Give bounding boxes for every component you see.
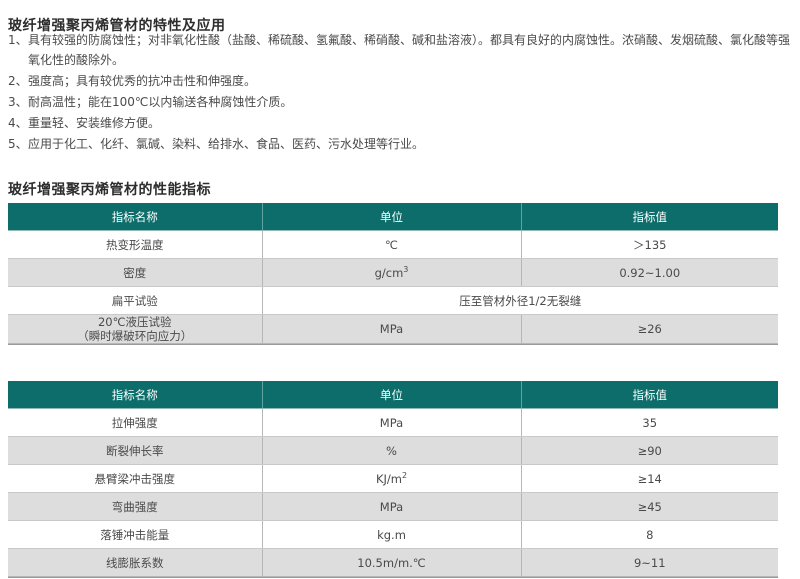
table-row: 扁平试验 压至管材外径1/2无裂缝 — [8, 286, 778, 315]
cell-name: 线膨胀系数 — [8, 548, 263, 577]
spec-table-primary: 指标名称 单位 指标值 热变形温度 ℃ ＞135 密度 g/cm3 0.92~1… — [8, 203, 778, 344]
cell-name: 落锤冲击能量 — [8, 520, 263, 549]
page-title-features: 玻纤增强聚丙烯管材的特性及应用 — [8, 18, 226, 35]
column-header-name: 指标名称 — [8, 381, 263, 409]
table-row: 20℃液压试验 （瞬时爆破环向应力） MPa ≥26 — [8, 314, 778, 344]
cell-merged-value: 压至管材外径1/2无裂缝 — [262, 286, 778, 315]
cell-unit: KJ/m2 — [262, 464, 522, 493]
cell-value: ≥26 — [521, 314, 778, 344]
list-item-index: 4、 — [8, 116, 28, 130]
page-title-specs: 玻纤增强聚丙烯管材的性能指标 — [8, 182, 211, 199]
table-row: 热变形温度 ℃ ＞135 — [8, 230, 778, 259]
cell-value: 0.92~1.00 — [521, 258, 778, 287]
cell-name: 20℃液压试验 （瞬时爆破环向应力） — [8, 314, 263, 344]
list-item-index: 5、 — [8, 137, 28, 151]
cell-unit: kg.m — [262, 520, 522, 549]
cell-value: ＞135 — [521, 230, 778, 259]
list-item-index: 2、 — [8, 74, 28, 88]
column-header-unit: 单位 — [262, 381, 522, 409]
cell-unit: MPa — [262, 314, 522, 344]
list-item-text: 重量轻、安装维修方便。 — [28, 116, 161, 130]
column-header-name: 指标名称 — [8, 203, 263, 231]
cell-unit-base: g/cm — [374, 265, 404, 280]
column-header-value: 指标值 — [521, 203, 778, 231]
table-row: 线膨胀系数 10.5m/m.℃ 9~11 — [8, 548, 778, 577]
list-item-index: 3、 — [8, 95, 28, 109]
cell-name: 热变形温度 — [8, 230, 263, 259]
cell-unit: MPa — [262, 408, 522, 437]
cell-value: ≥14 — [521, 464, 778, 493]
table-row: 弯曲强度 MPa ≥45 — [8, 492, 778, 521]
feature-list: 1、 具有较强的防腐蚀性；对非氧化性酸（盐酸、稀硫酸、氢氟酸、稀硝酸、碱和盐溶液… — [8, 30, 792, 155]
cell-unit-exponent: 2 — [401, 470, 408, 480]
cell-name: 悬臂梁冲击强度 — [8, 464, 263, 493]
list-item: 4、 重量轻、安装维修方便。 — [8, 113, 792, 133]
cell-name: 断裂伸长率 — [8, 436, 263, 465]
table-row: 悬臂梁冲击强度 KJ/m2 ≥14 — [8, 464, 778, 493]
cell-unit: MPa — [262, 492, 522, 521]
list-item-text: 耐高温性；能在100℃以内输送各种腐蚀性介质。 — [28, 95, 293, 109]
cell-name: 密度 — [8, 258, 263, 287]
cell-value: ≥90 — [521, 436, 778, 465]
cell-value: ≥45 — [521, 492, 778, 521]
spec-table-secondary: 指标名称 单位 指标值 拉伸强度 MPa 35 断裂伸长率 % ≥90 悬臂梁冲… — [8, 381, 778, 577]
table-header-row: 指标名称 单位 指标值 — [8, 203, 778, 231]
list-item: 1、 具有较强的防腐蚀性；对非氧化性酸（盐酸、稀硫酸、氢氟酸、稀硝酸、碱和盐溶液… — [8, 30, 792, 70]
list-item-text: 具有较强的防腐蚀性；对非氧化性酸（盐酸、稀硫酸、氢氟酸、稀硝酸、碱和盐溶液）。都… — [28, 33, 791, 67]
table-row: 落锤冲击能量 kg.m 8 — [8, 520, 778, 549]
list-item-text: 应用于化工、化纤、氯碱、染料、给排水、食品、医药、污水处理等行业。 — [28, 137, 425, 151]
cell-unit-exponent: 3 — [403, 264, 409, 274]
cell-unit: % — [262, 436, 522, 465]
table-row: 断裂伸长率 % ≥90 — [8, 436, 778, 465]
table-row: 密度 g/cm3 0.92~1.00 — [8, 258, 778, 287]
cell-unit: 10.5m/m.℃ — [262, 548, 522, 577]
table-header-row: 指标名称 单位 指标值 — [8, 381, 778, 409]
column-header-unit: 单位 — [262, 203, 522, 231]
table-row: 拉伸强度 MPa 35 — [8, 408, 778, 437]
cell-unit: ℃ — [262, 230, 522, 259]
list-item: 2、 强度高；具有较优秀的抗冲击性和伸强度。 — [8, 71, 792, 91]
list-item-text: 强度高；具有较优秀的抗冲击性和伸强度。 — [28, 74, 257, 88]
cell-value: 9~11 — [521, 548, 778, 577]
cell-name: 弯曲强度 — [8, 492, 263, 521]
list-item: 3、 耐高温性；能在100℃以内输送各种腐蚀性介质。 — [8, 92, 792, 112]
list-item-index: 1、 — [8, 33, 28, 47]
list-item: 5、 应用于化工、化纤、氯碱、染料、给排水、食品、医药、污水处理等行业。 — [8, 134, 792, 154]
column-header-value: 指标值 — [521, 381, 778, 409]
cell-unit-base: KJ/m — [375, 471, 402, 486]
cell-name: 扁平试验 — [8, 286, 263, 315]
cell-name: 拉伸强度 — [8, 408, 263, 437]
cell-value: 8 — [521, 520, 778, 549]
cell-unit: g/cm3 — [262, 258, 522, 287]
cell-value: 35 — [521, 408, 778, 437]
